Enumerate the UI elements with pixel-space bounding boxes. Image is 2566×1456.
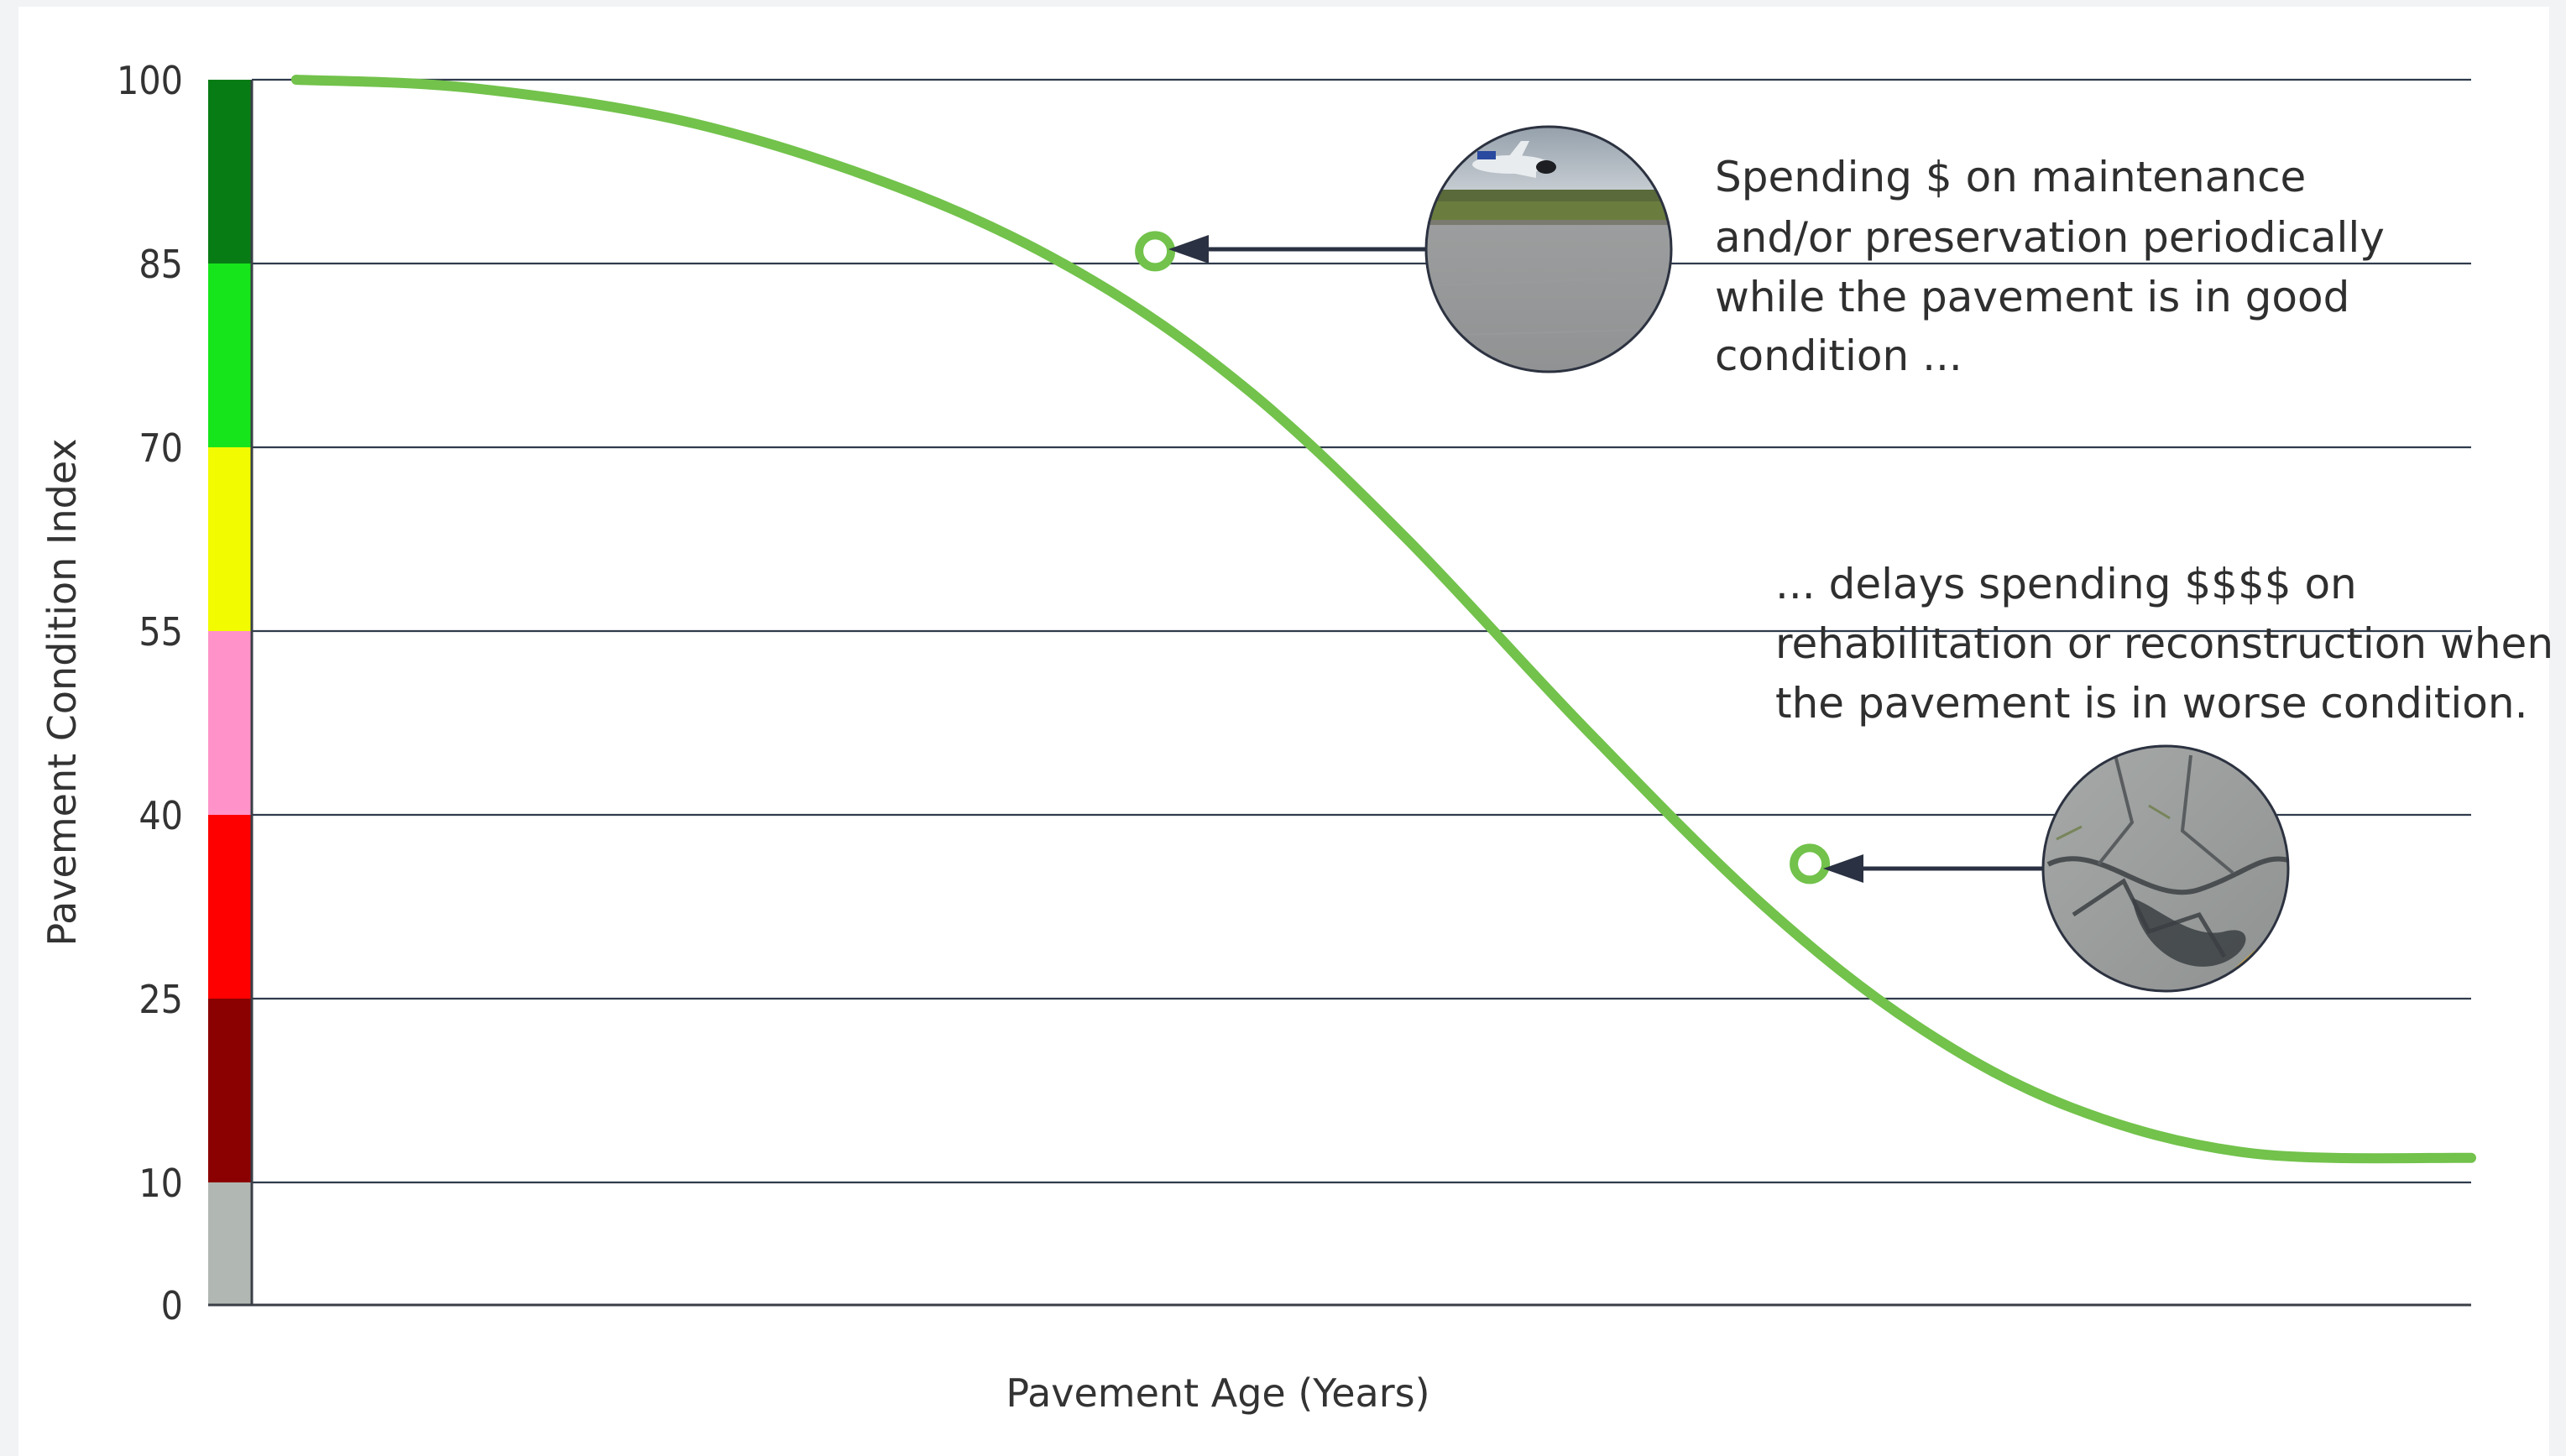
curve-marker <box>1790 843 1831 885</box>
annotation-rehabilitation-line: the pavement is in worse condition. <box>1775 679 2527 728</box>
y-axis-title: Pavement Condition Index <box>39 438 85 946</box>
annotation-rehabilitation: ... delays spending $$$$ on rehabilitati… <box>1775 560 2566 728</box>
arrow-worse-condition <box>1823 854 2044 883</box>
curve-markers <box>1135 231 1831 885</box>
annotation-maintenance-line: condition ... <box>1715 331 1962 380</box>
y-tick-label: 25 <box>138 977 183 1022</box>
condition-band <box>208 447 252 631</box>
y-tick-labels: 0 10 25 40 55 70 85 100 <box>117 58 183 1328</box>
curve-marker <box>1135 231 1176 272</box>
condition-band <box>208 264 252 447</box>
gridlines <box>252 78 2471 1184</box>
y-tick-label: 0 <box>161 1283 183 1328</box>
condition-band <box>208 1182 252 1305</box>
x-axis-title: Pavement Age (Years) <box>1006 1370 1429 1416</box>
y-tick-label: 55 <box>138 609 183 655</box>
cracked-pavement-photo <box>2041 744 2290 993</box>
arrow-good-condition <box>1168 235 1427 264</box>
annotation-maintenance-line: while the pavement is in good <box>1715 273 2349 321</box>
y-tick-label: 85 <box>138 242 183 287</box>
annotation-maintenance: Spending $ on maintenance and/or preserv… <box>1715 153 2398 380</box>
annotation-rehabilitation-line: ... delays spending $$$$ on <box>1775 560 2357 608</box>
y-tick-label: 70 <box>138 425 183 471</box>
condition-band <box>208 631 252 815</box>
condition-band <box>208 80 252 264</box>
annotation-rehabilitation-line: rehabilitation or reconstruction when <box>1775 619 2553 668</box>
annotation-maintenance-line: and/or preservation periodically <box>1715 213 2385 262</box>
condition-band <box>208 815 252 999</box>
condition-band <box>208 999 252 1182</box>
y-tick-label: 10 <box>138 1161 183 1206</box>
y-tick-label: 100 <box>117 58 183 103</box>
condition-scale-bar <box>208 80 252 1305</box>
y-tick-label: 40 <box>138 793 183 838</box>
annotation-maintenance-line: Spending $ on maintenance <box>1715 153 2306 201</box>
condition-curve <box>290 75 2476 1164</box>
